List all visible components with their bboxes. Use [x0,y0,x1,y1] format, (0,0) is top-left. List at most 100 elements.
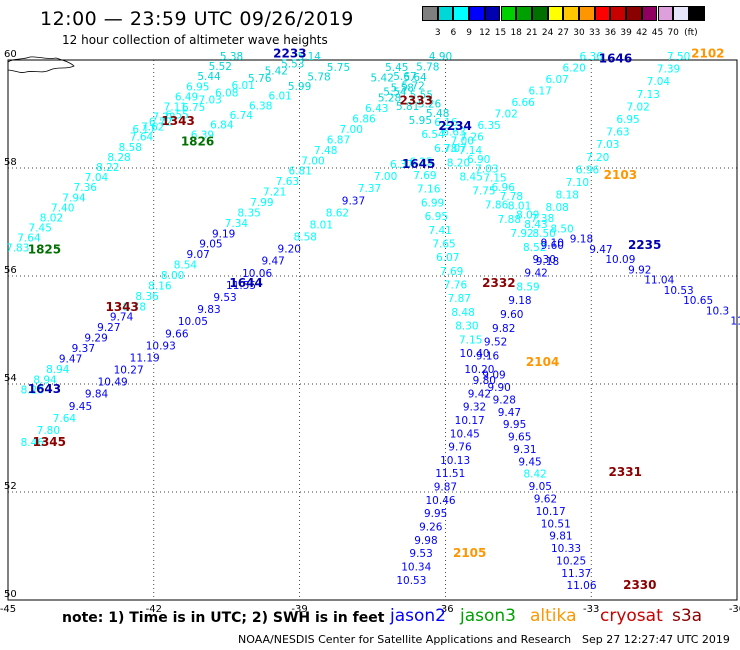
swh-observation: 8.94 [33,374,57,386]
swh-observation: 7.78 [500,191,523,203]
colorbar-tick-label: 45 [651,28,664,38]
swh-observation: 6.37 [390,159,413,171]
swh-observation: 8.50 [532,228,555,240]
map-grid [7,59,738,601]
swh-observation: 10.13 [440,455,470,467]
pass-time-label: 1343 [106,300,139,314]
swh-observation: 5.99 [288,81,311,93]
colorbar-tick-label: 36 [604,28,617,38]
pass-time-label: 1644 [229,276,262,290]
note-text: note: 1) Time is in UTC; 2) SWH is in fe… [62,610,385,626]
swh-observation: 6.08 [215,87,238,99]
swh-observation: 11.06 [566,580,596,592]
swh-observation: 7.21 [263,187,286,199]
colorbar-swatch [626,6,642,21]
swh-observation: 5.42 [265,66,288,78]
swh-observation: 5.76 [248,73,272,85]
swh-observation: 7.76 [444,280,468,292]
swh-observation: 10.51 [541,518,571,530]
swh-observation: 9.20 [278,244,301,256]
swh-observation: 6.74 [230,110,254,122]
swh-observation: 5.55 [410,90,433,102]
y-tick-label: 54 [4,373,17,384]
swh-observation: 6.55 [165,109,188,121]
swh-observation: 5.95 [409,115,432,127]
swh-observation: 5.53 [281,58,304,70]
legend-jason3: jason3 [460,606,516,626]
swh-observation: 9.53 [213,292,236,304]
colorbar-tick-label: 33 [588,28,601,38]
swh-observation: 9.28 [493,394,516,406]
swh-observation: 11.55 [226,280,256,292]
swh-observation: 7.34 [225,218,249,230]
swh-observation: 9.82 [492,323,515,335]
pass-time-label: 1646 [599,52,632,66]
swh-observation: 7.37 [358,183,381,195]
swh-observation: 9.47 [498,407,521,419]
swh-observation: 5.81 [396,101,419,113]
colorbar-swatch [594,6,611,21]
swh-observation: 5.28 [378,93,401,105]
swh-observation: 9.47 [261,256,284,268]
legend-altika: altika [530,606,577,626]
colorbar-tick-label: 30 [573,28,585,38]
axis-labels: -45 -42 -39 -36 -33 -30 60 58 56 54 52 50 [0,49,740,615]
colorbar-swatch [547,6,564,21]
swh-observation: 8.01 [508,200,531,212]
swh-observation: 9.30 [533,254,556,266]
swh-observation: 6.07 [545,74,568,86]
swh-observation: 9.07 [186,249,209,261]
colorbar-tick-label: 3 [434,28,441,38]
pass-time-label: 1825 [28,242,61,256]
swh-observation: 6.95 [186,81,209,93]
colorbar-tick-label: 39 [620,28,632,38]
swh-observation: 8.18 [556,190,579,202]
swh-observation: 9.42 [468,388,491,400]
swh-observation: 6.90 [467,154,490,166]
swh-observation: 8.59 [516,281,539,293]
swh-observation: 8.16 [148,280,172,292]
swh-observation: 8.50 [550,223,573,235]
legend-s3a: s3a [672,606,703,626]
swh-observation: 7.40 [51,202,74,214]
swh-observation: 9.09 [482,370,505,382]
swh-observation: 8.46 [21,437,45,449]
swh-observation: 5.42 [371,73,394,85]
swh-observation: 5.78 [416,61,439,73]
colorbar-swatch [437,6,454,21]
swh-observation: 7.92 [510,228,533,240]
pass-time-label: 2102 [691,46,724,60]
swh-observation: 7.20 [586,152,609,164]
swh-observation: 8.28 [107,152,130,164]
swh-observation: 6.78 [434,143,457,155]
swh-observation: 7.36 [74,182,98,194]
swh-observation: 9.26 [419,522,443,534]
swh-observation: 7.87 [448,293,471,305]
pass-time-label: 1345 [33,435,66,449]
swh-observation: 9.27 [97,322,120,334]
chart-title: 12:00 — 23:59 UTC 09/26/2019 [40,8,354,30]
swh-observation: 4.90 [429,51,452,63]
swh-observation: 7.10 [566,177,589,189]
swh-observation: 9.29 [84,333,107,345]
swh-observation: 8.62 [326,207,349,219]
greenland-coast [7,56,75,73]
swh-observation: 8.02 [40,212,63,224]
swh-observation: 10.06 [242,268,272,280]
swh-observation: 10.93 [146,340,176,352]
swh-observation: 9.98 [414,535,437,547]
x-tick-label: -36 [437,604,453,615]
colorbar-tick-label: 27 [557,28,570,38]
swh-observation: 7.38 [531,213,554,225]
colorbar-swatch [688,6,705,21]
x-tick-label: -30 [729,604,740,615]
swh-observation: 5.72 [401,80,424,92]
pass-time-label: 2330 [623,578,656,592]
swh-observation: 5.26 [418,99,442,111]
pass-time-label: 1343 [161,114,194,128]
swh-observation: 7.75 [472,186,495,198]
swh-observation: 6.16 [434,117,458,129]
swh-observation: 6.39 [191,129,214,141]
swh-observation: 9.81 [549,531,572,543]
